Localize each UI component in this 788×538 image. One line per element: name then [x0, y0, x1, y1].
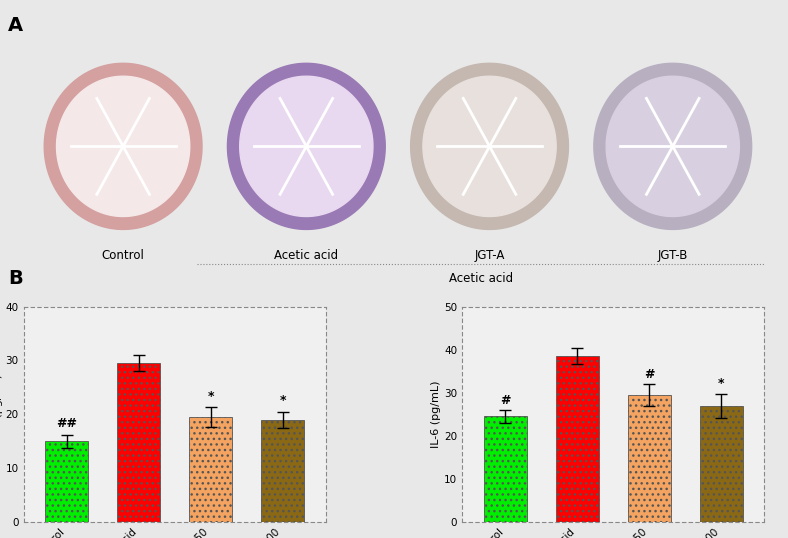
Text: Acetic acid: Acetic acid [274, 250, 338, 263]
Polygon shape [423, 76, 556, 216]
Polygon shape [240, 76, 373, 216]
Text: JGT-A: JGT-A [474, 250, 505, 263]
Bar [261, 420, 304, 522]
Text: Control: Control [102, 250, 144, 263]
Text: A: A [8, 16, 23, 35]
Bar [484, 416, 527, 522]
Y-axis label: IL-6 (pg/mL): IL-6 (pg/mL) [431, 380, 441, 448]
Text: #: # [500, 393, 511, 407]
Bar [556, 356, 599, 522]
Text: #: # [644, 367, 655, 381]
Polygon shape [228, 63, 385, 229]
Polygon shape [44, 63, 202, 229]
Bar [189, 417, 232, 522]
Bar [627, 395, 671, 522]
Text: *: * [718, 377, 724, 390]
Polygon shape [57, 76, 190, 216]
Polygon shape [606, 76, 739, 216]
Text: JGT-B: JGT-B [657, 250, 688, 263]
Bar [117, 363, 161, 522]
Text: B: B [8, 269, 23, 288]
Text: *: * [280, 394, 286, 407]
Text: *: * [207, 390, 214, 403]
Polygon shape [411, 63, 568, 229]
Bar [700, 406, 743, 522]
Polygon shape [594, 63, 752, 229]
Bar [45, 441, 88, 522]
Y-axis label: TNF-α (pg/mL): TNF-α (pg/mL) [0, 374, 3, 454]
Text: Acetic acid: Acetic acid [448, 272, 513, 285]
Text: ##: ## [56, 417, 77, 430]
